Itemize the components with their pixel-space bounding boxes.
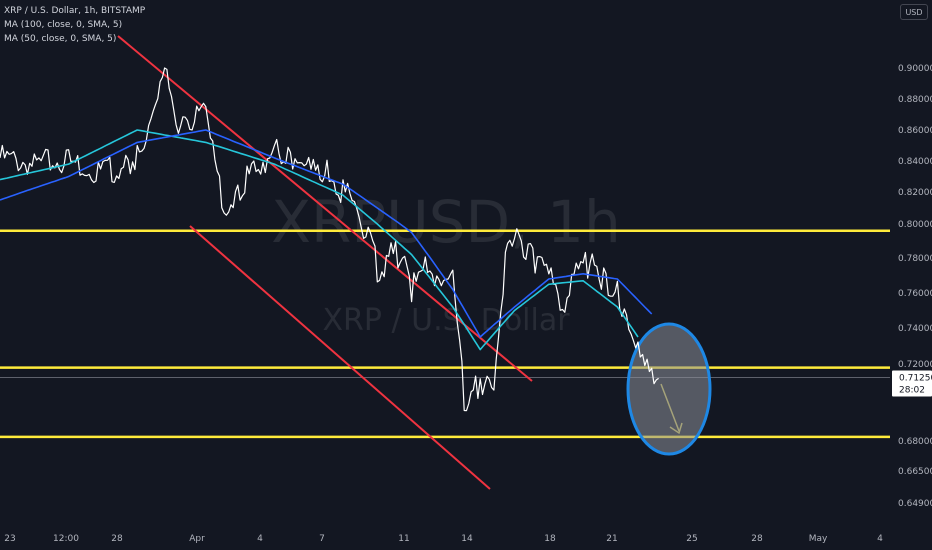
channel-lower-line[interactable] bbox=[189, 225, 491, 490]
legend-ma100[interactable]: MA (100, close, 0, SMA, 5) bbox=[4, 20, 123, 30]
y-tick-label: 0.82000 bbox=[898, 188, 932, 198]
current-price-box bbox=[892, 370, 932, 397]
x-tick-label: 11 bbox=[398, 534, 409, 544]
y-tick-label: 0.80000 bbox=[898, 220, 932, 230]
y-tick-label: 0.72000 bbox=[898, 360, 932, 370]
x-tick-label: 14 bbox=[461, 534, 473, 544]
target-zone-ellipse[interactable] bbox=[626, 322, 712, 456]
currency-button[interactable]: USD bbox=[900, 4, 928, 20]
legend-title[interactable]: XRP / U.S. Dollar, 1h, BITSTAMP bbox=[4, 6, 146, 16]
y-tick-label: 0.88000 bbox=[898, 95, 932, 105]
countdown-label: 28:02 bbox=[899, 386, 925, 396]
x-tick-label: 4 bbox=[257, 534, 263, 544]
y-tick-label: 0.76000 bbox=[898, 289, 932, 299]
watermark-name: XRP / U.S. Dollar bbox=[322, 303, 570, 338]
axis-layer: 0.90000 0.88000 0.86000 0.84000 0.82000 0.800… bbox=[4, 64, 932, 544]
x-tick-label: 18 bbox=[544, 534, 556, 544]
x-tick-label: Apr bbox=[189, 534, 205, 544]
series-layer bbox=[0, 67, 659, 412]
y-tick-label: 0.74000 bbox=[898, 324, 932, 334]
price-series-line bbox=[0, 67, 659, 412]
x-tick-label: 25 bbox=[686, 534, 697, 544]
y-tick-label: 0.68000 bbox=[898, 437, 932, 447]
y-tick-label: 0.78000 bbox=[898, 254, 932, 264]
y-tick-label: 0.64900 bbox=[898, 499, 932, 509]
ma50-series-line bbox=[0, 129, 639, 351]
y-tick-label: 0.86000 bbox=[898, 126, 932, 136]
y-tick-label: 0.66500 bbox=[898, 467, 932, 477]
x-tick-label: 7 bbox=[319, 534, 325, 544]
x-tick-label: 4 bbox=[877, 534, 883, 544]
down-arrow-shaft[interactable] bbox=[660, 383, 680, 432]
legend-ma50[interactable]: MA (50, close, 0, SMA, 5) bbox=[4, 34, 117, 44]
x-tick-label: 28 bbox=[751, 534, 763, 544]
x-tick-label: 28 bbox=[111, 534, 123, 544]
x-tick-label: May bbox=[809, 534, 828, 544]
x-tick-label: 21 bbox=[606, 534, 617, 544]
y-tick-label: 0.84000 bbox=[898, 157, 932, 167]
y-tick-label: 0.90000 bbox=[898, 64, 932, 74]
current-price-label: 0.71250 bbox=[899, 374, 932, 384]
legend: XRP / U.S. Dollar, 1h, BITSTAMP MA (100,… bbox=[4, 4, 145, 46]
down-arrow-head[interactable] bbox=[669, 422, 683, 435]
x-tick-label: 23 bbox=[4, 534, 15, 544]
x-tick-label: 12:00 bbox=[53, 534, 79, 544]
watermark-symbol: XRPUSD, 1h bbox=[271, 188, 620, 256]
watermark: XRPUSD, 1h XRP / U.S. Dollar bbox=[271, 188, 620, 338]
ma100-series-line bbox=[0, 129, 653, 338]
